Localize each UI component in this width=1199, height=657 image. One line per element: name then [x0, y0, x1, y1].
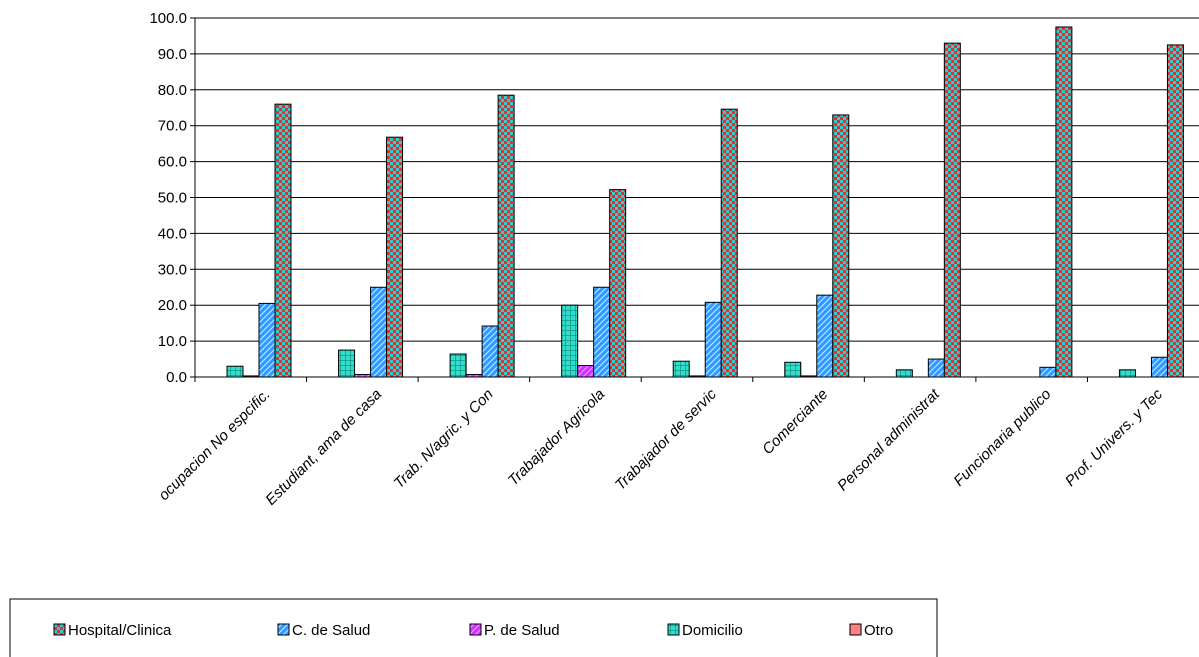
legend-swatch-c-de-salud: [277, 623, 290, 636]
y-tick-labels: 0.0 10.0 20.0 30.0 40.0 50.0 60.0 70.0 80.0 90.0 1…: [149, 10, 187, 386]
y-tick-label: 0.0: [166, 369, 187, 386]
bar-hospital-clinica-6: [943, 42, 961, 378]
legend-swatch-otro: [849, 623, 862, 636]
x-tick-label: Funcionaria publico: [950, 386, 1054, 490]
bar-domicilio-1: [338, 349, 356, 378]
legend-label: Otro: [864, 622, 893, 639]
y-tick-label: 90.0: [158, 46, 187, 63]
legend: Hospital/Clinica C. de Salud P. de Salud Do…: [9, 598, 938, 657]
bar-hospital-clinica-0: [274, 103, 292, 378]
axes: [194, 18, 1199, 382]
x-tick-label: Estudiant, ama de casa: [262, 386, 385, 509]
y-tick-label: 30.0: [158, 261, 187, 278]
legend-label: C. de Salud: [292, 622, 370, 639]
bar-c-de-salud-2: [481, 325, 499, 378]
bar-domicilio-4: [672, 360, 690, 378]
bar-hospital-clinica-3: [609, 189, 627, 378]
bar-c-de-salud-4: [704, 301, 722, 378]
y-tick-label: 40.0: [158, 225, 187, 242]
bar-domicilio-3: [561, 304, 579, 378]
legend-label: P. de Salud: [484, 622, 560, 639]
legend-swatch-domicilio: [667, 623, 680, 636]
bar-domicilio-8: [1118, 369, 1136, 378]
bar-c-de-salud-1: [370, 286, 388, 378]
x-tick-label: Trabajador de servic: [612, 385, 720, 493]
legend-label: Domicilio: [682, 622, 743, 639]
bar-c-de-salud-3: [593, 286, 611, 378]
bar-c-de-salud-0: [258, 302, 276, 378]
x-tick-label: Trab. N/agric. y Con: [391, 386, 497, 492]
bar-c-de-salud-6: [927, 358, 945, 378]
bar-hospital-clinica-4: [720, 108, 738, 378]
bar-hospital-clinica-7: [1055, 26, 1073, 378]
bar-c-de-salud-7: [1039, 366, 1057, 378]
bar-hospital-clinica-8: [1166, 44, 1184, 378]
bar-domicilio-6: [895, 369, 913, 378]
bar-c-de-salud-8: [1150, 356, 1168, 378]
y-tick-label: 50.0: [158, 190, 187, 207]
bar-hospital-clinica-2: [497, 94, 515, 378]
bar-p-de-salud-3: [577, 365, 595, 378]
gridlines: [190, 17, 1199, 378]
legend-label: Hospital/Clinica: [68, 622, 172, 639]
y-tick-label: 100.0: [149, 10, 187, 27]
bars: [226, 26, 1184, 378]
y-tick-label: 20.0: [158, 297, 187, 314]
bar-hospital-clinica-1: [386, 136, 404, 378]
y-tick-label: 80.0: [158, 82, 187, 99]
bar-domicilio-5: [784, 361, 802, 378]
bar-hospital-clinica-5: [832, 114, 850, 378]
bar-domicilio-2: [449, 353, 467, 378]
x-tick-label: Personal administrat: [834, 385, 943, 494]
y-tick-label: 60.0: [158, 154, 187, 171]
x-tick-label: Comerciante: [759, 386, 831, 458]
legend-swatch-p-de-salud: [469, 623, 482, 636]
bar-c-de-salud-5: [816, 294, 834, 378]
x-tick-labels: ocupacion No espcific.Estudiant, ama de …: [155, 385, 1166, 508]
bar-domicilio-0: [226, 365, 244, 378]
y-tick-label: 10.0: [158, 333, 187, 350]
y-tick-label: 70.0: [158, 118, 187, 135]
x-tick-label: Prof. Univers. y Tec: [1062, 385, 1167, 490]
x-tick-label: ocupacion No espcific.: [155, 386, 273, 504]
x-tick-label: Trabajador Agricola: [505, 386, 608, 489]
legend-swatch-hospital-clinica: [53, 623, 66, 636]
